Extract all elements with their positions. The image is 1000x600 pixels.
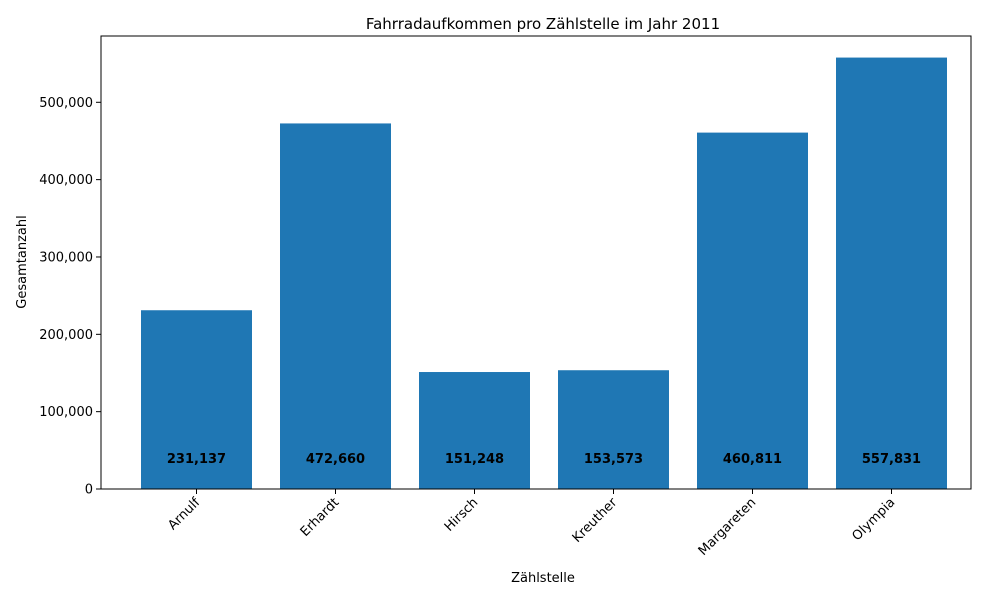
- x-axis-label: Zählstelle: [511, 571, 575, 586]
- plot-frame: [100, 35, 972, 490]
- y-axis: 0 100,000 200,000 300,000 400,000 500,000: [39, 96, 101, 498]
- y-tick-label: 100,000: [39, 405, 93, 420]
- chart-title: Fahrradaufkommen pro Zählstelle im Jahr …: [366, 15, 720, 33]
- x-tick-label: Erhardt: [298, 495, 343, 540]
- y-tick-label: 400,000: [39, 173, 93, 188]
- data-label: 472,660: [306, 452, 365, 467]
- bar-kreuther: [558, 370, 669, 489]
- data-label: 151,248: [445, 452, 504, 467]
- data-label: 557,831: [862, 452, 921, 467]
- bars-group: 231,137 472,660 151,248 153,573 460,811 557,8…: [141, 57, 947, 490]
- x-tick-label: Hirsch: [442, 495, 482, 535]
- y-tick-label: 200,000: [39, 328, 93, 343]
- y-tick-label: 0: [85, 483, 93, 498]
- x-tick-label: Olympia: [850, 495, 899, 544]
- y-axis-label: Gesamtanzahl: [15, 215, 30, 308]
- bar-hirsch: [419, 372, 530, 489]
- bar-arnulf: [141, 310, 252, 489]
- bar-erhardt: [280, 123, 391, 490]
- data-label: 460,811: [723, 452, 782, 467]
- bar-olympia: [836, 57, 947, 489]
- y-tick-label: 300,000: [39, 250, 93, 265]
- x-tick-label: Margareten: [696, 495, 760, 559]
- x-tick-label: Arnulf: [165, 495, 203, 533]
- data-label: 231,137: [167, 452, 226, 467]
- bar-margareten: [697, 132, 808, 489]
- x-axis: Arnulf Erhardt Hirsch Kreuther Margareten Oly…: [165, 489, 898, 559]
- x-tick-label: Kreuther: [570, 495, 621, 546]
- y-tick-label: 500,000: [39, 96, 93, 111]
- data-label: 153,573: [584, 452, 643, 467]
